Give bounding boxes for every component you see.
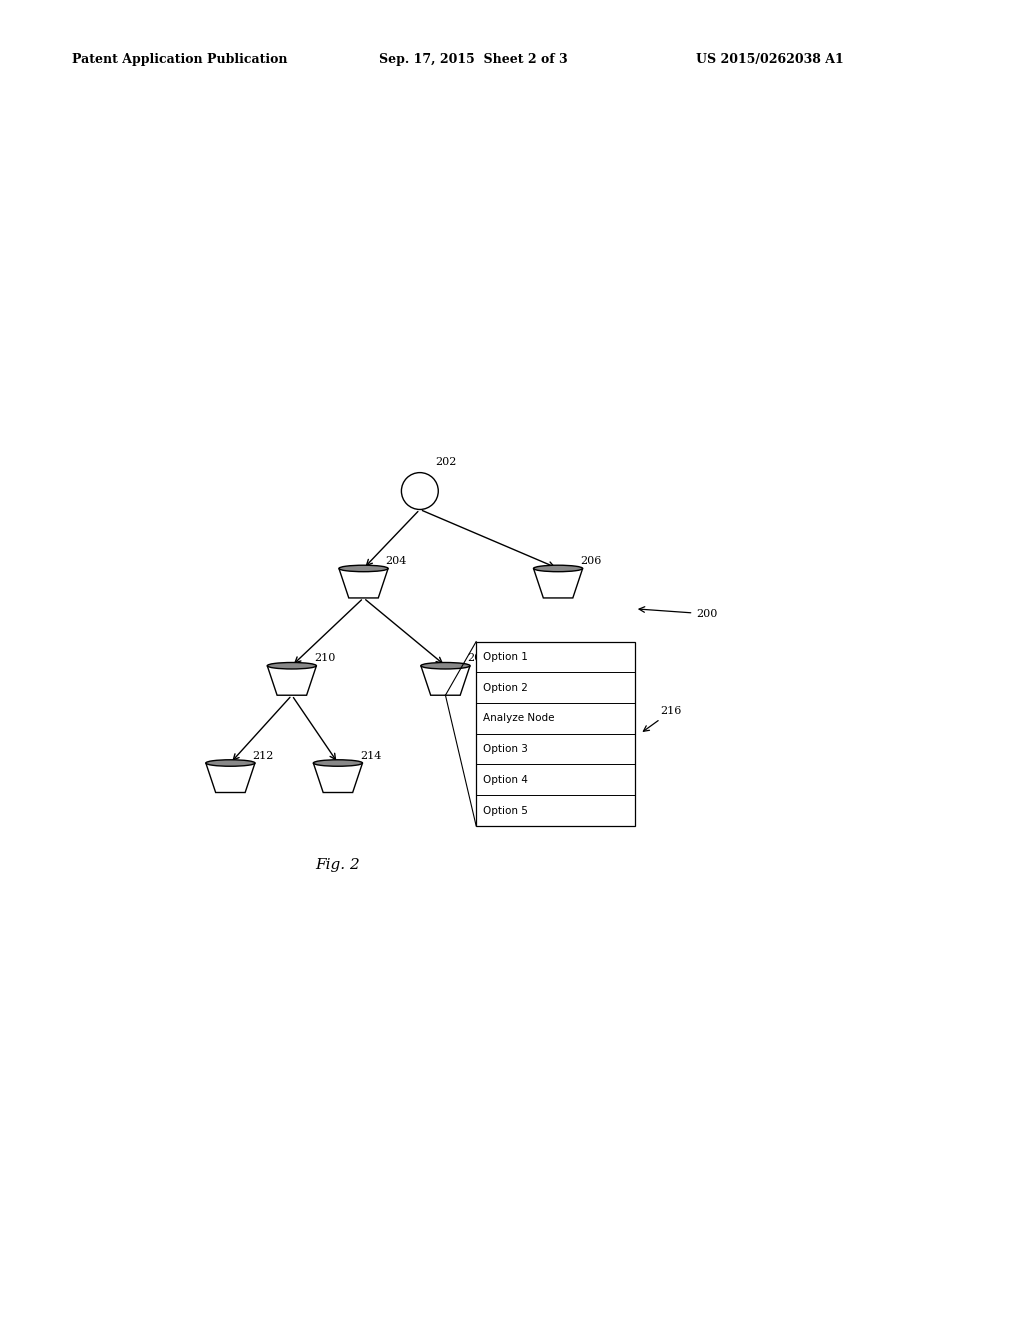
Text: Option 5: Option 5	[483, 805, 528, 816]
Text: 208: 208	[468, 653, 488, 663]
Text: Patent Application Publication: Patent Application Publication	[72, 53, 287, 66]
Ellipse shape	[206, 760, 255, 766]
Text: 214: 214	[360, 751, 381, 760]
Polygon shape	[534, 569, 583, 598]
Ellipse shape	[339, 565, 388, 572]
Text: 200: 200	[639, 607, 718, 619]
Text: Fig. 2: Fig. 2	[315, 858, 360, 871]
Polygon shape	[421, 665, 470, 696]
Text: Sep. 17, 2015  Sheet 2 of 3: Sep. 17, 2015 Sheet 2 of 3	[379, 53, 567, 66]
Text: 210: 210	[314, 653, 335, 663]
Text: Option 3: Option 3	[483, 744, 528, 754]
Text: 206: 206	[581, 556, 601, 566]
Text: Option 4: Option 4	[483, 775, 528, 785]
Polygon shape	[206, 763, 255, 792]
Polygon shape	[339, 569, 388, 598]
Ellipse shape	[267, 663, 316, 669]
Text: US 2015/0262038 A1: US 2015/0262038 A1	[696, 53, 844, 66]
Text: Option 1: Option 1	[483, 652, 528, 661]
Text: Option 2: Option 2	[483, 682, 528, 693]
Text: Analyze Node: Analyze Node	[483, 713, 555, 723]
Ellipse shape	[534, 565, 583, 572]
Text: 216: 216	[643, 706, 682, 731]
Text: 212: 212	[253, 751, 273, 760]
Circle shape	[401, 473, 438, 510]
Ellipse shape	[313, 760, 362, 766]
Text: 204: 204	[386, 556, 407, 566]
Text: 202: 202	[435, 458, 457, 467]
Polygon shape	[313, 763, 362, 792]
Ellipse shape	[421, 663, 470, 669]
Bar	[476, 642, 635, 826]
Polygon shape	[267, 665, 316, 696]
